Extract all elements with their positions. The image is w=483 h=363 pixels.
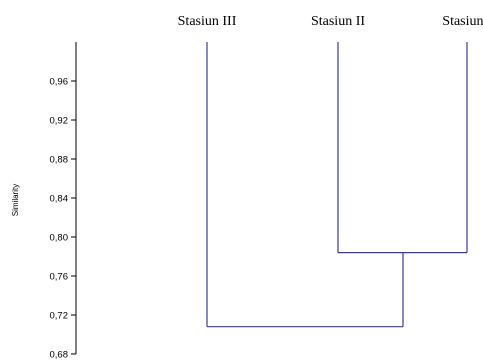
y-axis-title: Similarity [11, 184, 20, 216]
y-tick-label: 0,68 [50, 350, 69, 361]
y-tick-label: 0,88 [50, 155, 69, 166]
y-tick-label: 0,92 [50, 116, 69, 127]
leaf-label: Stasiun I [442, 14, 483, 29]
y-tick-label: 0,84 [50, 194, 69, 205]
leaf-label: Stasiun II [311, 14, 365, 29]
y-tick-label: 0,72 [50, 311, 69, 322]
y-tick-label: 0,76 [50, 272, 69, 283]
y-tick-label: 0,96 [50, 77, 69, 88]
leaf-label: Stasiun III [178, 14, 237, 29]
y-tick-label: 0,80 [50, 233, 69, 244]
